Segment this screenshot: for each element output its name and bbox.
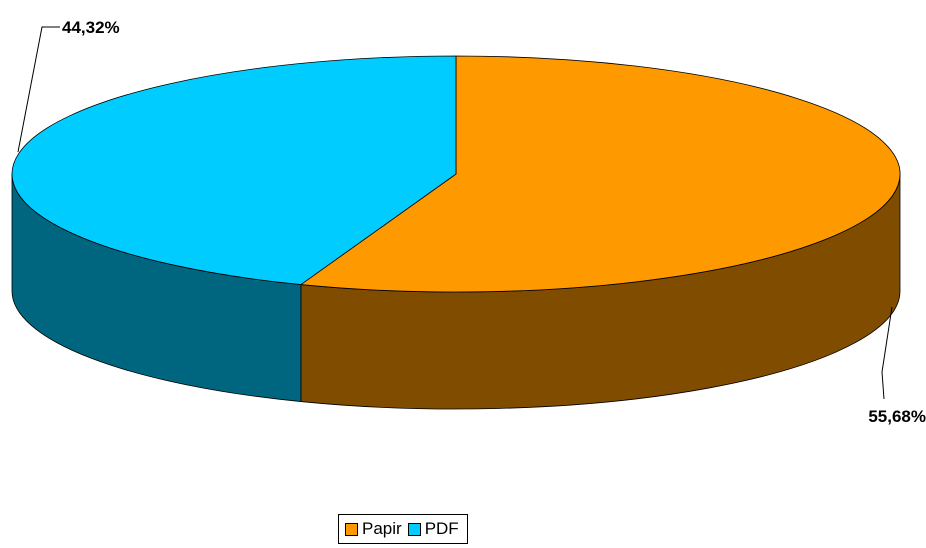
pie-labels: 55,68% 44,32%	[17, 18, 926, 426]
legend-label-pdf: PDF	[424, 519, 459, 538]
legend-swatch-pdf	[407, 522, 421, 536]
data-label-papir: 55,68%	[868, 407, 926, 426]
legend-item-papir: Papir	[345, 519, 402, 539]
leader-line-pdf	[17, 26, 60, 153]
leader-line-papir	[881, 306, 893, 400]
legend-item-pdf: PDF	[407, 519, 459, 539]
legend-swatch-papir	[345, 522, 358, 536]
legend-label-papir: Papir	[362, 519, 402, 538]
pie-slice-papir	[300, 55, 901, 293]
data-label-pdf: 44,32%	[62, 18, 120, 37]
pie-tops	[11, 55, 901, 293]
pie-slice-pdf	[11, 55, 457, 285]
legend: Papir PDF	[338, 514, 468, 544]
